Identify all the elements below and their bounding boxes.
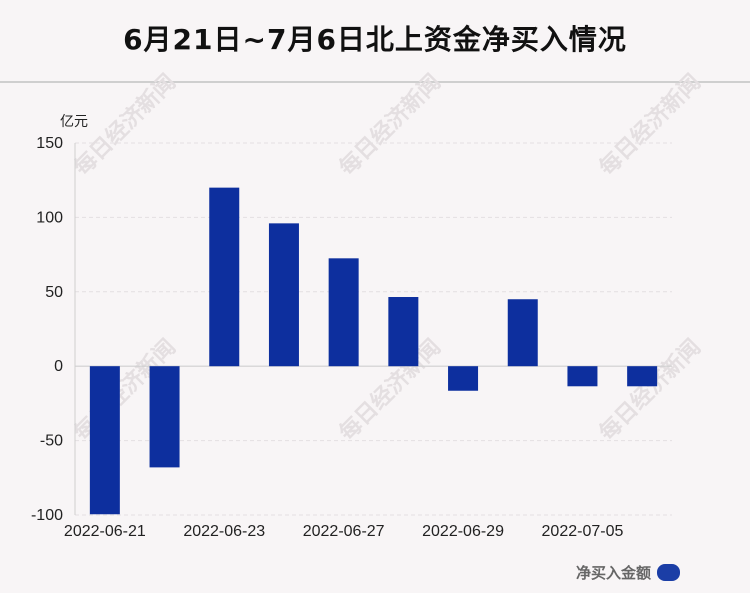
chart-title: 6月21日~7月6日北上资金净买入情况 [123,23,627,56]
watermark-text: 每日经济新闻 [594,69,706,181]
legend-label: 净买入金额 [576,564,652,582]
bars [89,187,658,515]
y-tick-label: 150 [36,135,63,152]
y-tick-labels: 150 100 50 0 -50 -100 [31,135,63,524]
x-tick-label: 2022-07-05 [542,523,624,540]
bar [209,187,240,367]
x-tick-label: 2022-06-27 [303,523,385,540]
bar [268,223,299,367]
y-tick-label: 100 [36,209,63,226]
bar [149,366,180,468]
bar [328,258,359,367]
y-tick-label: -100 [31,507,63,524]
y-tick-label: -50 [40,433,63,450]
x-tick-label: 2022-06-23 [183,523,265,540]
bar [448,366,479,391]
legend: 净买入金额 [576,562,681,583]
bar [507,299,538,367]
watermark-text: 每日经济新闻 [334,69,446,181]
y-unit-label: 亿元 [60,114,88,130]
title-divider [0,81,750,83]
x-tick-label: 2022-06-29 [422,523,504,540]
bar [567,366,598,387]
bar [388,297,419,367]
bar [627,366,658,387]
y-tick-label: 50 [45,284,63,301]
bar [89,366,120,515]
x-tick-labels: 2022-06-21 2022-06-23 2022-06-27 2022-06-29… [64,523,624,540]
watermark-text: 每日经济新闻 [594,334,706,446]
x-tick-label: 2022-06-21 [64,523,146,540]
y-tick-label: 0 [54,358,63,375]
legend-swatch [657,564,681,581]
